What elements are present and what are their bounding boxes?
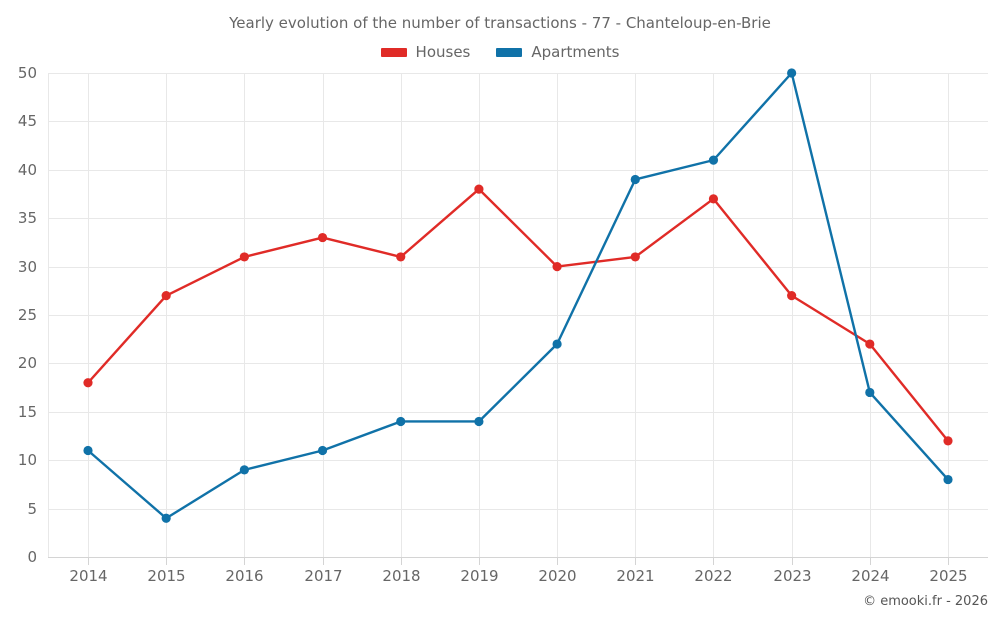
y-axis-tick-label: 25 bbox=[18, 306, 37, 324]
legend-swatch-apartments-icon bbox=[496, 47, 523, 57]
y-axis-tick-label: 15 bbox=[18, 403, 37, 421]
y-axis-tick-label: 10 bbox=[18, 451, 37, 469]
data-point-apartments-2025[interactable] bbox=[943, 474, 953, 485]
data-point-houses-2022[interactable] bbox=[708, 194, 719, 204]
series-line-apartments bbox=[86, 71, 950, 520]
data-point-houses-2014[interactable] bbox=[83, 378, 93, 388]
data-point-apartments-2018[interactable] bbox=[396, 416, 406, 427]
x-axis-ticks: 2014 2015 2016 2017 2018 2019 2020 2021 2022 2023… bbox=[69, 557, 968, 585]
chart-legend: Houses Apartments bbox=[0, 43, 1000, 61]
x-axis-tick-label: 2022 bbox=[694, 567, 732, 585]
x-axis-tick-label: 2023 bbox=[773, 567, 811, 585]
data-point-apartments-2020[interactable] bbox=[552, 339, 562, 349]
data-point-apartments-2022[interactable] bbox=[708, 155, 719, 165]
data-point-apartments-2016[interactable] bbox=[239, 465, 249, 475]
data-point-apartments-2023[interactable] bbox=[787, 68, 797, 78]
data-point-houses-2015[interactable] bbox=[161, 291, 171, 301]
data-point-houses-2024[interactable] bbox=[865, 339, 875, 349]
data-point-houses-2021[interactable] bbox=[630, 252, 640, 262]
legend-label-apartments: Apartments bbox=[531, 43, 620, 61]
x-axis-tick-label: 2018 bbox=[382, 567, 420, 585]
x-axis-tick-label: 2016 bbox=[225, 567, 263, 585]
y-axis-tick-label: 50 bbox=[18, 64, 37, 82]
legend-item-apartments[interactable]: Apartments bbox=[496, 43, 619, 61]
x-axis-tick-label: 2020 bbox=[538, 567, 576, 585]
data-point-houses-2017[interactable] bbox=[317, 232, 328, 243]
data-point-apartments-2021[interactable] bbox=[630, 174, 640, 185]
y-axis-tick-label: 40 bbox=[18, 161, 37, 179]
data-series bbox=[83, 68, 953, 523]
x-axis-tick-label: 2017 bbox=[304, 567, 342, 585]
y-axis-tick-label: 5 bbox=[27, 500, 37, 518]
legend-item-houses[interactable]: Houses bbox=[380, 43, 471, 61]
y-axis-tick-label: 0 bbox=[27, 548, 37, 566]
data-point-houses-2020[interactable] bbox=[552, 262, 562, 272]
data-point-houses-2018[interactable] bbox=[396, 252, 406, 262]
data-point-apartments-2014[interactable] bbox=[83, 445, 93, 456]
data-point-houses-2019[interactable] bbox=[474, 184, 484, 194]
data-point-houses-2016[interactable] bbox=[239, 252, 249, 262]
x-axis-tick-label: 2024 bbox=[851, 567, 889, 585]
legend-swatch-houses-icon bbox=[380, 47, 407, 57]
x-axis-tick-label: 2021 bbox=[616, 567, 654, 585]
y-axis-ticks: 0 5 10 15 20 25 30 35 40 45 50 bbox=[18, 64, 37, 566]
y-axis-tick-label: 30 bbox=[18, 258, 37, 276]
legend-label-houses: Houses bbox=[415, 43, 471, 61]
data-point-apartments-2019[interactable] bbox=[474, 416, 484, 427]
data-point-apartments-2015[interactable] bbox=[161, 513, 171, 523]
x-axis-tick-label: 2019 bbox=[460, 567, 498, 585]
series-line-houses bbox=[86, 187, 950, 443]
chart-title: Yearly evolution of the number of transa… bbox=[229, 14, 771, 32]
x-axis-tick-label: 2015 bbox=[147, 567, 185, 585]
y-axis-tick-label: 35 bbox=[18, 209, 37, 227]
y-axis-tick-label: 45 bbox=[18, 112, 37, 130]
data-point-houses-2025[interactable] bbox=[943, 436, 953, 446]
x-axis-tick-label: 2025 bbox=[929, 567, 967, 585]
x-axis-tick-label: 2014 bbox=[69, 567, 107, 585]
copyright-credit: © emooki.fr - 2026 bbox=[863, 594, 988, 609]
data-point-apartments-2017[interactable] bbox=[317, 445, 328, 456]
data-point-apartments-2024[interactable] bbox=[865, 387, 875, 398]
y-axis-tick-label: 20 bbox=[18, 354, 37, 372]
gridlines bbox=[48, 73, 988, 558]
data-point-houses-2023[interactable] bbox=[787, 291, 797, 301]
